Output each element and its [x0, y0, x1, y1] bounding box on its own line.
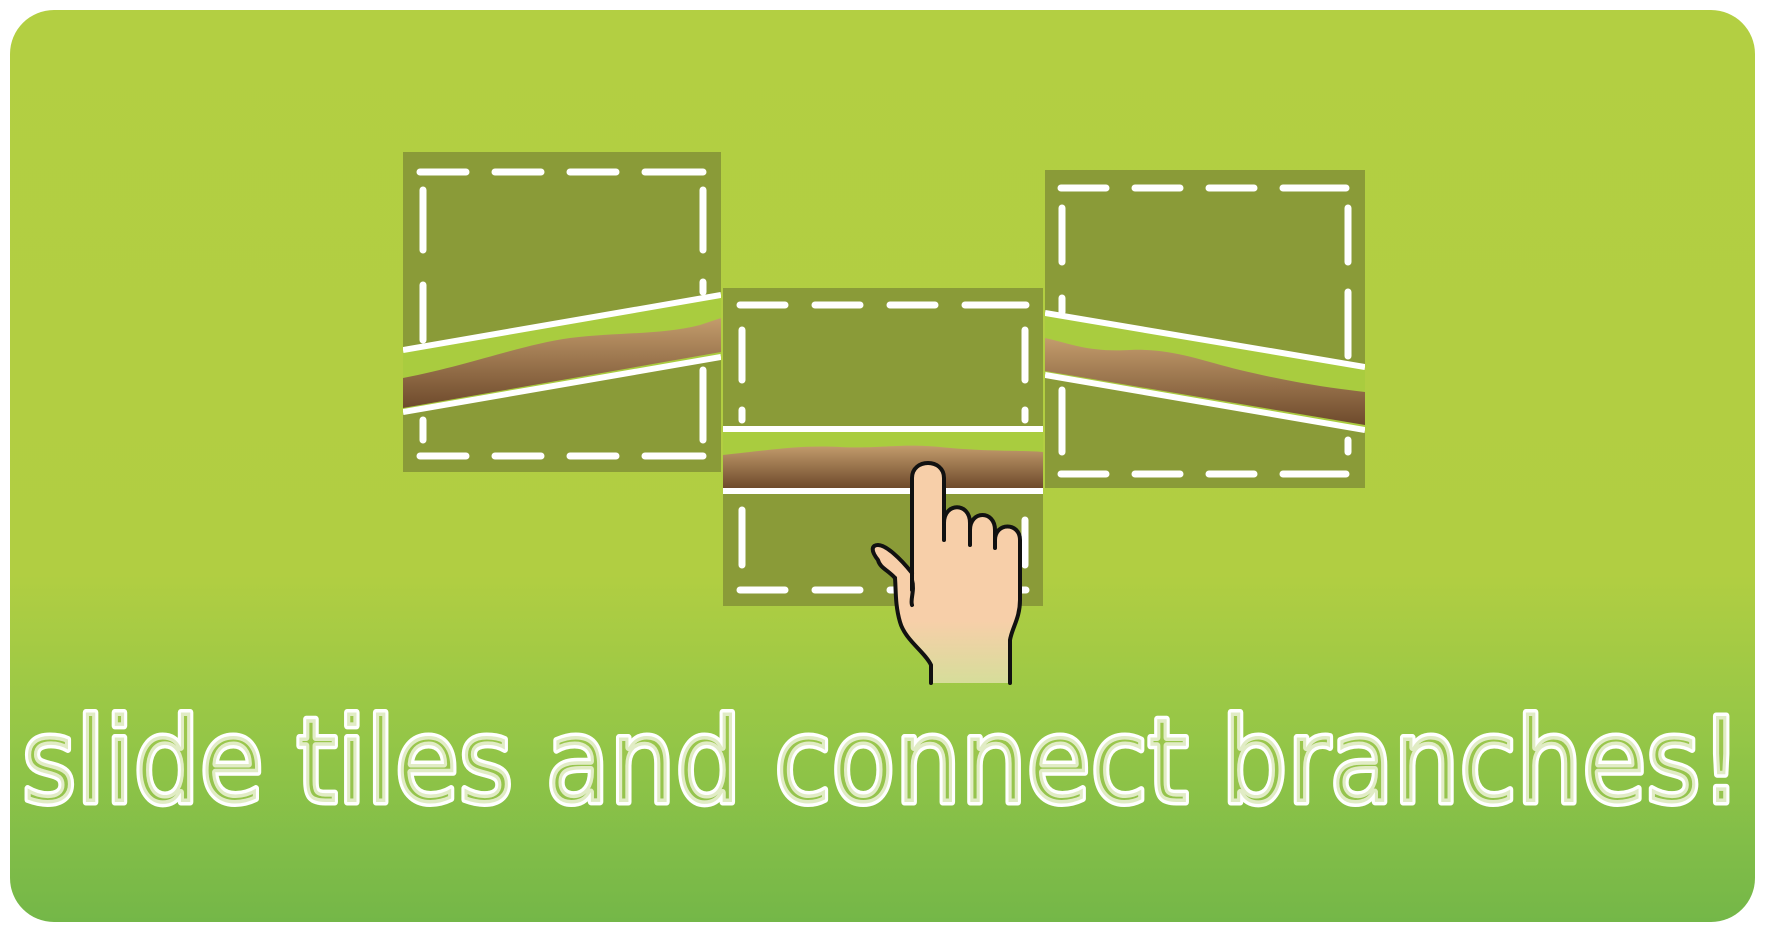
headline-banner: slide tiles and connect branches! slide …	[19, 690, 1746, 834]
right-tile[interactable]	[1045, 170, 1365, 488]
left-tile[interactable]	[403, 152, 721, 472]
headline-text: slide tiles and connect branches!	[22, 692, 1742, 830]
headline-text-fill: slide tiles and connect branches!	[22, 692, 1742, 830]
pointing-hand-icon	[870, 461, 1022, 685]
